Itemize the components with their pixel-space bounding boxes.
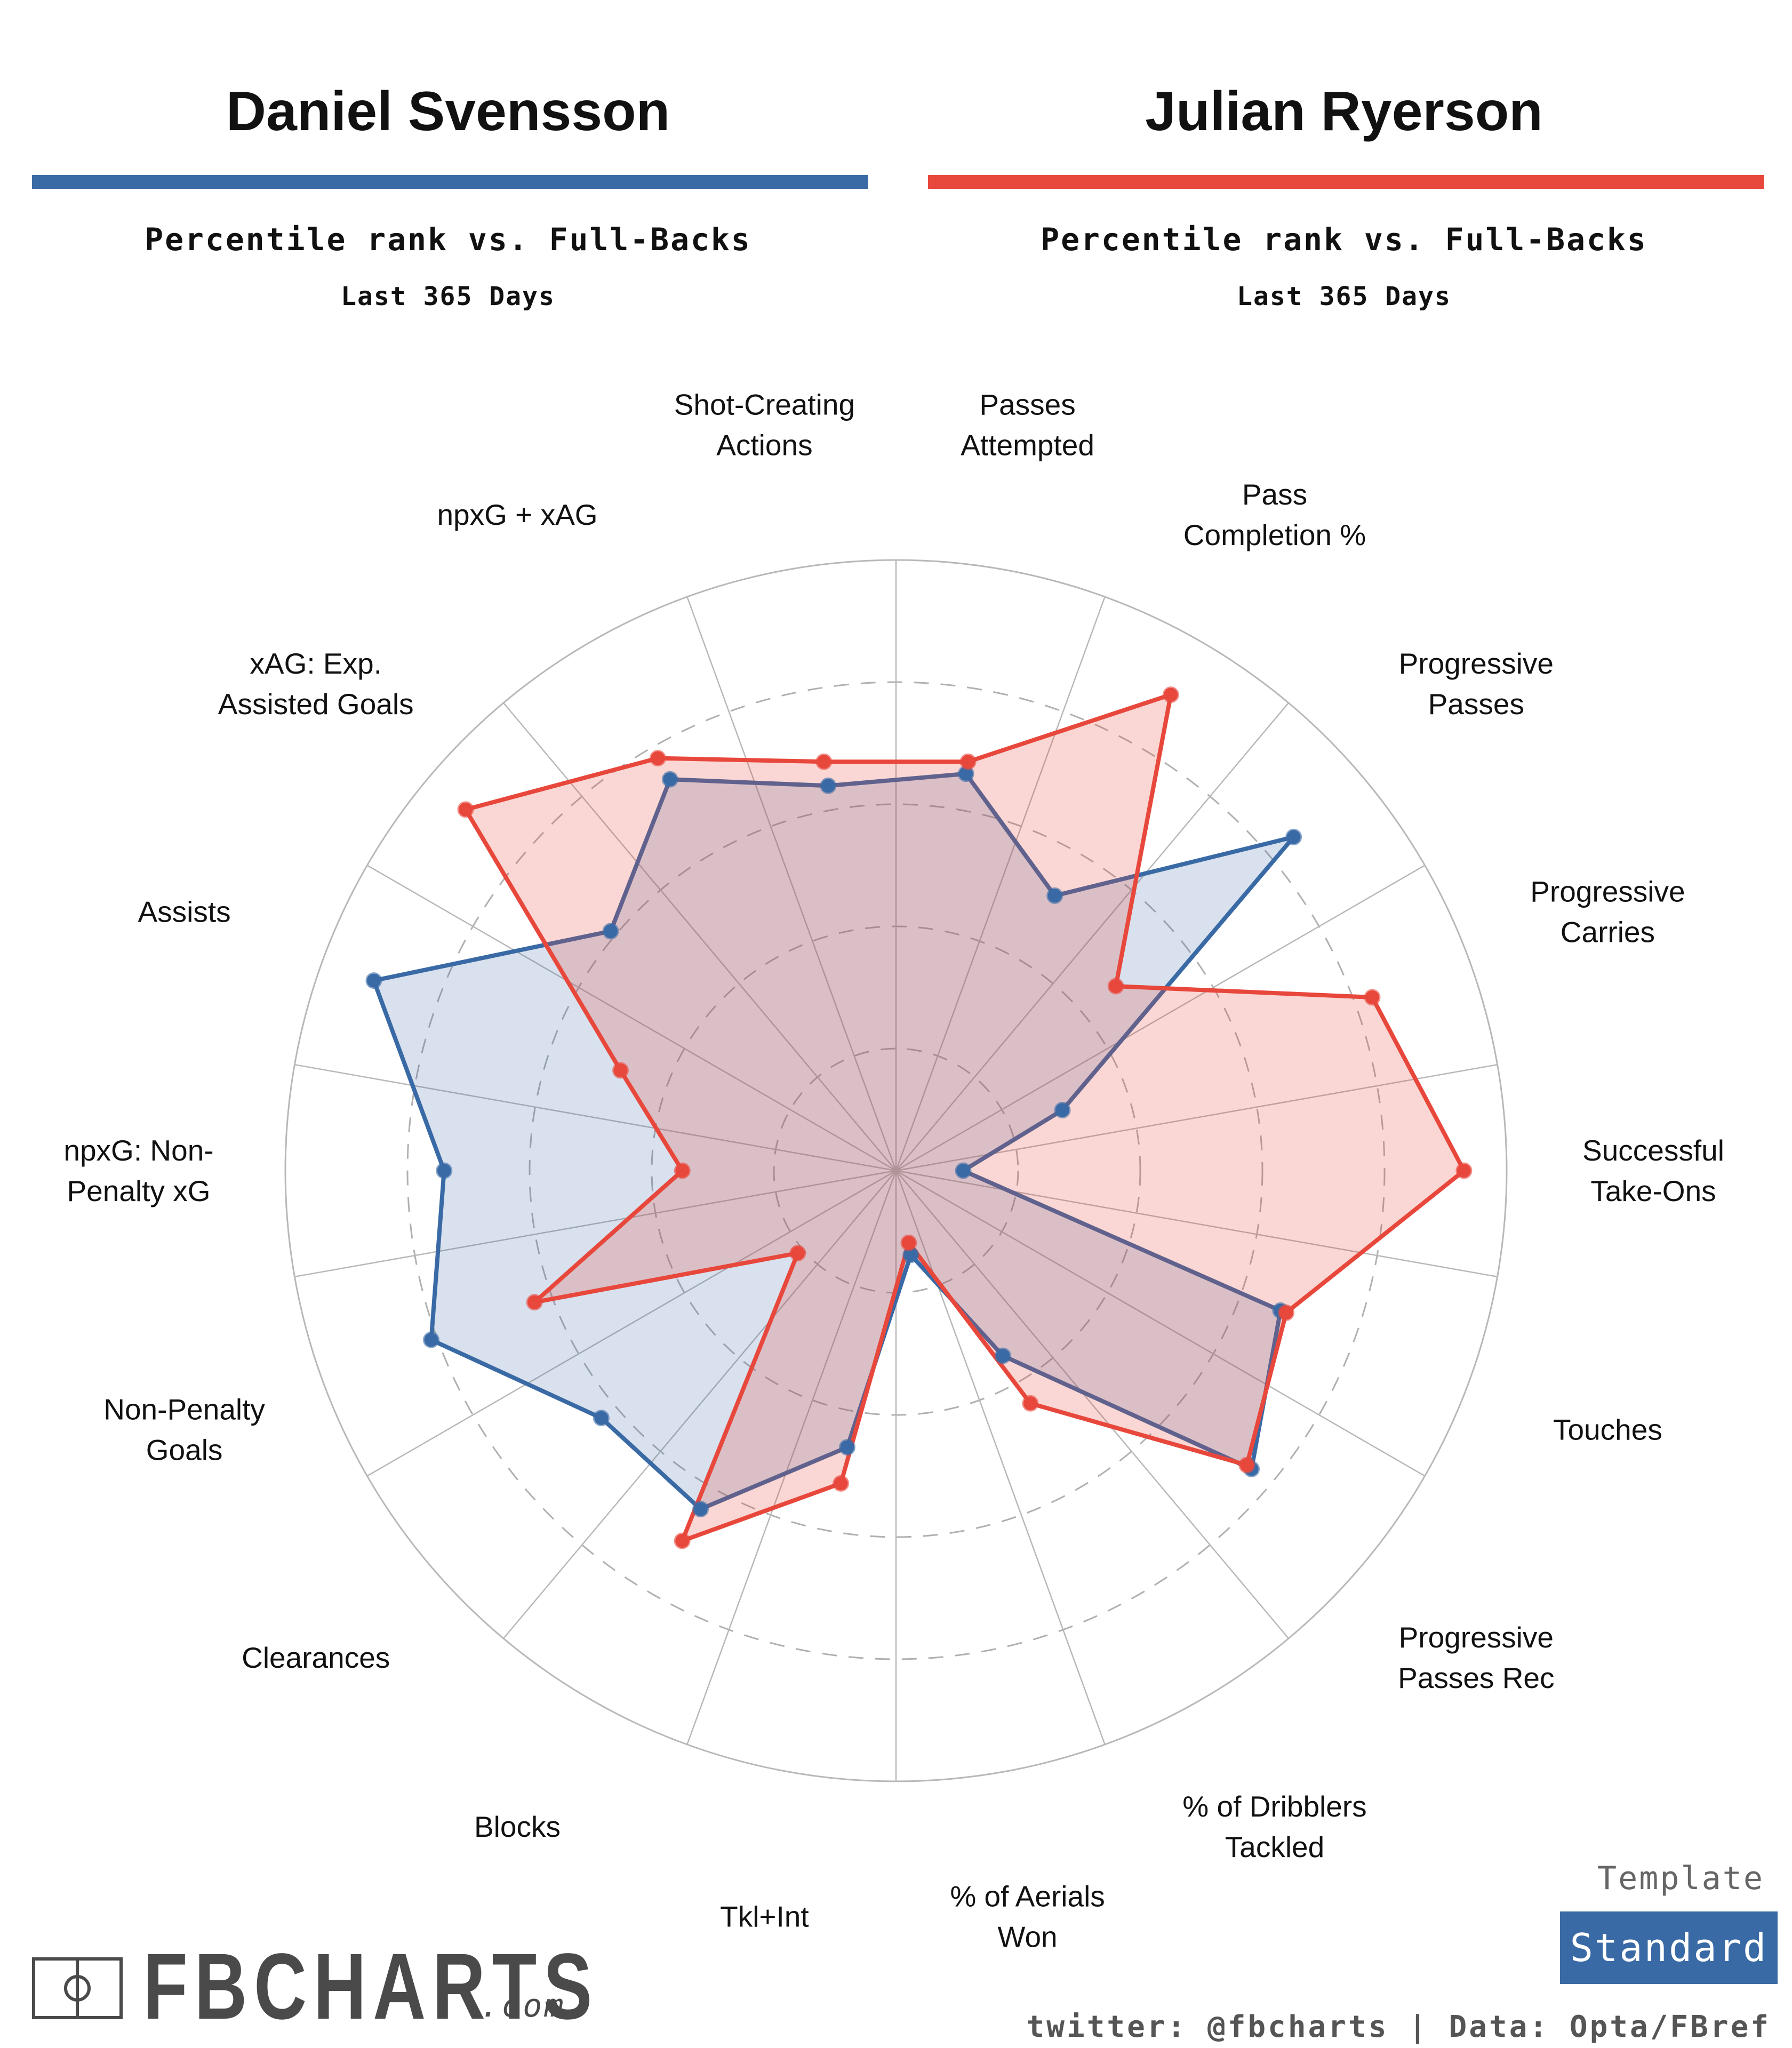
axis-label-13: npxG: Non-Penalty xG [63,1134,213,1207]
axis-label-6: Progressive Passes Rec [1398,1621,1554,1694]
radar-spoke [895,865,1426,1172]
radar-spoke [366,865,897,1172]
logo-wordmark: FBCHARTS [143,1934,599,2039]
radar-spoke [895,1170,1106,1745]
series-1-point [692,1501,709,1518]
series-1-point [955,1162,972,1179]
radar-spoke [895,1170,1426,1477]
radar-spoke [895,702,1289,1171]
axis-label-2: Progressive Passes [1399,647,1554,721]
series-2-point [900,1234,917,1251]
series-1-point [1054,1101,1071,1118]
fbcharts-logo: FBCHARTS .com [32,1940,592,2034]
radar-ring-60 [529,803,1263,1538]
player-1-subtitle: Percentile rank vs. Full-Backs [145,221,751,258]
series-2-point [1022,1395,1039,1412]
axis-label-11: Clearances [242,1641,390,1674]
series-1-point [1046,887,1063,904]
template-standard-button[interactable]: Standard [1560,1911,1778,1984]
series-1-point [661,771,678,788]
series-2-point [1162,686,1179,703]
radar-spoke [294,1170,897,1278]
axis-label-12: Non-Penalty Goals [103,1393,265,1467]
axis-label-0: Passes Attempted [961,388,1094,462]
series-1-point [436,1162,453,1179]
player-1-period: Last 365 Days [341,282,555,311]
series-1-point [365,972,382,989]
axis-label-14: Assists [138,895,231,928]
series-2-point [815,753,833,770]
series-1-point [839,1439,855,1456]
radar-spoke [294,1063,897,1172]
series-2-point [789,1245,806,1262]
axis-label-10: Blocks [474,1810,561,1843]
radar-spoke [895,596,1106,1171]
axis-label-15: xAG: Exp. Assisted Goals [218,647,414,721]
radar-spoke [366,1170,897,1477]
radar-spoke [895,1063,1498,1172]
series-2-point [959,753,977,770]
series-2-point [1364,989,1381,1006]
series-2-point [674,1162,691,1179]
series-2-point [612,1062,629,1079]
player-2-color-bar [928,175,1764,189]
player-1-name: Daniel Svensson [226,81,670,142]
series-2-point [457,801,474,818]
axis-label-8: % of Aerials Won [950,1879,1105,1953]
data-credit: twitter: @fbcharts | Data: Opta/FBref [1026,2010,1771,2044]
player-2-subtitle: Percentile rank vs. Full-Backs [1041,221,1647,258]
radar-spoke [895,1170,1289,1639]
series-1-point [1285,828,1302,845]
axis-label-7: % of Dribblers Tackled [1182,1790,1366,1863]
series-2-point [674,1532,691,1549]
axis-label-5: Touches [1553,1413,1662,1446]
axis-label-16: npxG + xAG [437,498,597,531]
player-2-period: Last 365 Days [1237,282,1451,311]
series-2-point [1278,1304,1295,1321]
axis-label-4: Successful Take-Ons [1582,1134,1724,1207]
axis-label-9: Tkl+Int [720,1900,809,1933]
series-1-point [593,1410,610,1427]
logo-suffix: .com [480,1987,566,2025]
radar-spoke [895,1170,1498,1278]
series-1-point [602,923,619,940]
series-1-point [423,1331,439,1348]
series-2-point [649,750,666,767]
series-1-point [994,1347,1011,1364]
series-2-point [1455,1162,1473,1179]
template-label: Template [1597,1860,1764,1897]
series-2-point [1238,1457,1255,1474]
axis-label-1: Pass Completion % [1183,478,1366,551]
series-2-point [526,1294,543,1311]
series-2-point [833,1475,850,1492]
radar-spoke [686,1170,897,1745]
player-2-name: Julian Ryerson [1145,81,1543,142]
series-2-point [1107,978,1124,995]
player-1-color-bar [32,175,868,189]
pitch-icon [32,1957,123,2019]
radar-spoke [503,1170,897,1639]
axis-label-3: Progressive Carries [1530,875,1685,948]
radar-spoke [686,596,897,1171]
series-1-point [820,777,837,794]
axis-label-17: Shot-Creating Actions [674,388,855,462]
